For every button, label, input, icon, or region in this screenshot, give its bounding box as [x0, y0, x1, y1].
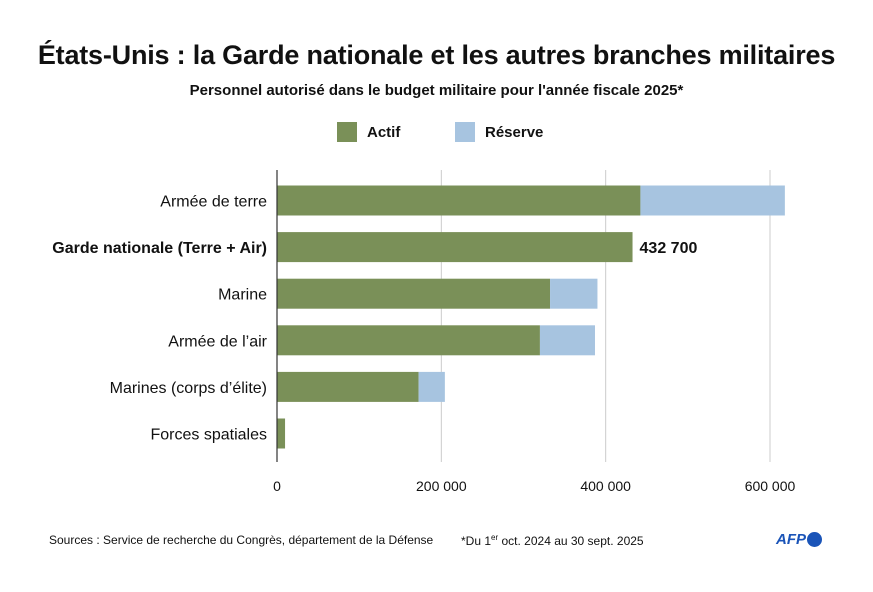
- category-label-4: Marines (corps d’élite): [110, 380, 267, 397]
- category-label-5: Forces spatiales: [151, 427, 268, 444]
- fiscal-year-note: *Du 1er oct. 2024 au 30 sept. 2025: [461, 533, 644, 548]
- chart-subtitle: Personnel autorisé dans le budget milita…: [189, 82, 684, 99]
- afp-logo-text: AFP: [776, 530, 806, 548]
- data-label-0: 432 700: [640, 240, 698, 257]
- category-label-3: Armée de l’air: [168, 333, 267, 350]
- bar-actif-4: [277, 371, 419, 402]
- category-label-1: Garde nationale (Terre + Air): [52, 240, 267, 257]
- bar-actif-2: [277, 278, 551, 309]
- legend-swatch-actif: [337, 122, 357, 142]
- legend-item-reserve: Réserve: [455, 121, 543, 143]
- afp-logo: AFP: [776, 529, 822, 549]
- chart-title: États-Unis : la Garde nationale et les a…: [37, 40, 836, 70]
- sources-note: Sources : Service de recherche du Congrè…: [49, 533, 434, 547]
- bar-actif-5: [277, 418, 286, 449]
- legend-swatch-reserve: [455, 122, 475, 142]
- bar-reserve-2: [550, 278, 598, 309]
- category-label-0: Armée de terre: [160, 194, 267, 211]
- legend-item-actif: Actif: [337, 121, 400, 143]
- bar-actif-3: [277, 325, 540, 356]
- bar-reserve-3: [539, 325, 595, 356]
- category-label-2: Marine: [218, 287, 267, 304]
- legend-label-reserve: Réserve: [485, 123, 544, 141]
- bar-actif-1: [277, 232, 633, 263]
- fiscal-note-sup: er: [491, 533, 499, 542]
- x-tick-label-3: 600 000: [745, 478, 796, 494]
- x-tick-label-2: 400 000: [580, 478, 631, 494]
- bar-reserve-0: [640, 185, 785, 216]
- bar-actif-0: [277, 185, 641, 216]
- x-tick-label-1: 200 000: [416, 478, 467, 494]
- x-tick-label-0: 0: [273, 478, 281, 494]
- fiscal-note-suffix: oct. 2024 au 30 sept. 2025: [498, 534, 644, 548]
- legend-label-actif: Actif: [367, 123, 401, 141]
- afp-logo-dot-icon: [807, 531, 822, 547]
- fiscal-note-prefix: *Du 1: [461, 534, 492, 548]
- bar-reserve-4: [418, 371, 445, 402]
